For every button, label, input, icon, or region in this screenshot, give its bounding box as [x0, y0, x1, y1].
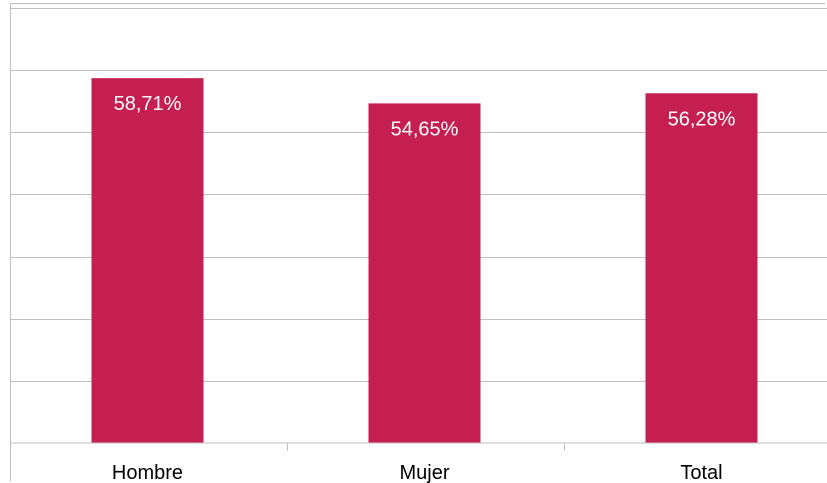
bar-hombre — [91, 78, 204, 443]
category-label-mujer: Mujer — [399, 462, 449, 483]
category-label-total: Total — [680, 462, 722, 483]
data-labels: 58,71% 54,65% 56,28% — [114, 93, 736, 140]
category-label-hombre: Hombre — [112, 462, 183, 483]
chart-frame — [10, 3, 825, 481]
data-label-hombre: 58,71% — [114, 93, 182, 115]
x-axis-ticks — [10, 443, 565, 451]
bars — [91, 78, 758, 443]
bar-mujer — [368, 103, 481, 443]
data-label-mujer: 54,65% — [391, 118, 459, 140]
bar-total — [645, 93, 758, 443]
data-label-total: 56,28% — [668, 108, 736, 130]
category-labels: Hombre Mujer Total — [112, 462, 723, 483]
